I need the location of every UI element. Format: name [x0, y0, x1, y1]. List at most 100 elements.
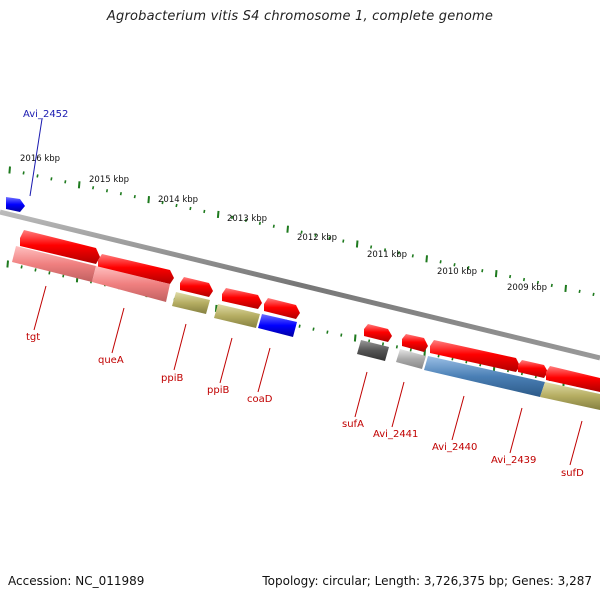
- leader-avi-2452: [29, 118, 43, 197]
- major-tick: [286, 225, 289, 233]
- minor-tick: [481, 269, 484, 273]
- feature-upper-7[interactable]: [402, 334, 428, 352]
- minor-tick: [509, 274, 512, 279]
- gene-label-tgt[interactable]: tgt: [26, 332, 40, 343]
- minor-tick: [258, 221, 261, 225]
- genome-backbone: [0, 209, 600, 361]
- minor-tick: [453, 263, 456, 267]
- feature-upper-2[interactable]: [98, 254, 174, 284]
- minor-tick: [395, 345, 398, 349]
- feature-upper-3[interactable]: [180, 277, 213, 297]
- feature-upper-6[interactable]: [364, 324, 392, 342]
- feature-upper-8[interactable]: [430, 340, 520, 372]
- gene-label-ppib-1[interactable]: ppiB: [161, 373, 183, 384]
- feature-upper-4[interactable]: [222, 288, 262, 309]
- minor-tick: [36, 174, 39, 178]
- minor-tick: [370, 245, 373, 249]
- leader-ppib-2: [219, 337, 233, 384]
- minor-tick: [244, 218, 248, 222]
- minor-tick: [467, 266, 470, 270]
- minor-tick: [189, 206, 192, 211]
- feature-upper-5[interactable]: [264, 298, 300, 319]
- minor-tick: [383, 248, 387, 252]
- major-tick: [214, 304, 218, 312]
- major-tick: [425, 255, 428, 263]
- scale-label-2010: 2010 kbp: [437, 267, 477, 277]
- major-tick: [564, 284, 567, 293]
- leader-quea: [111, 307, 125, 354]
- major-tick: [494, 270, 498, 278]
- minor-tick: [105, 189, 109, 193]
- minor-tick: [328, 236, 331, 240]
- minor-tick: [119, 192, 122, 196]
- minor-tick: [314, 233, 317, 237]
- leader-avi-2440: [451, 395, 465, 441]
- gene-label-quea[interactable]: queA: [98, 355, 124, 366]
- minor-tick: [340, 333, 343, 337]
- major-tick: [353, 334, 357, 342]
- feature-avi-2452[interactable]: [6, 197, 25, 212]
- minor-tick: [342, 239, 345, 243]
- minor-tick: [50, 177, 53, 181]
- leader-ppib-1: [173, 323, 187, 371]
- minor-tick: [312, 327, 315, 331]
- gene-label-avi-2439[interactable]: Avi_2439: [491, 455, 536, 466]
- major-tick: [147, 196, 150, 204]
- minor-tick: [536, 280, 539, 285]
- minor-tick: [298, 324, 301, 328]
- leader-avi-2441: [391, 381, 405, 428]
- minor-tick: [409, 348, 412, 352]
- scale-labels: 2016 kbp 2015 kbp 2014 kbp 2013 kbp 2012…: [20, 154, 547, 293]
- gene-labels: Avi_2452 tgt queA ppiB ppiB coaD sufA Av…: [23, 109, 584, 479]
- major-tick: [216, 210, 220, 218]
- feature-upper-9[interactable]: [518, 360, 548, 378]
- scale-label-2012: 2012 kbp: [297, 233, 337, 243]
- minor-tick: [272, 224, 275, 228]
- feature-lower-olive-1[interactable]: [172, 292, 210, 314]
- feature-upper-1[interactable]: [20, 230, 100, 264]
- minor-tick: [592, 292, 595, 297]
- map-title: Agrobacterium vitis S4 chromosome 1, com…: [106, 9, 494, 24]
- minor-tick: [300, 230, 303, 234]
- gene-label-sufd[interactable]: sufD: [561, 468, 584, 479]
- minor-tick: [203, 209, 206, 214]
- minor-tick: [381, 342, 385, 346]
- major-tick: [77, 181, 81, 189]
- feature-lower-quea-rna[interactable]: [92, 266, 170, 302]
- minor-tick: [20, 265, 23, 269]
- gene-label-avi-2440[interactable]: Avi_2440: [432, 442, 477, 453]
- gene-label-avi-2452[interactable]: Avi_2452: [23, 109, 68, 120]
- genome-summary-text: Topology: circular; Length: 3,726,375 bp…: [262, 574, 592, 588]
- minor-tick: [48, 271, 51, 275]
- leader-coad: [257, 347, 271, 393]
- minor-tick: [578, 289, 581, 294]
- minor-tick: [175, 203, 178, 208]
- scale-label-2015: 2015 kbp: [89, 175, 129, 185]
- minor-tick: [326, 330, 329, 334]
- gene-label-avi-2441[interactable]: Avi_2441: [373, 429, 418, 440]
- outer-scale-ticks: [8, 166, 595, 297]
- leader-avi-2439: [509, 407, 523, 454]
- gene-label-ppib-2[interactable]: ppiB: [207, 385, 229, 396]
- gene-label-sufa[interactable]: sufA: [342, 419, 364, 430]
- minor-tick: [522, 277, 526, 282]
- feature-lower-dark[interactable]: [357, 340, 389, 361]
- minor-tick: [161, 200, 164, 205]
- major-tick: [355, 240, 359, 248]
- feature-lower-tgt-rna[interactable]: [12, 246, 96, 282]
- major-tick: [6, 260, 9, 268]
- feature-lower-light[interactable]: [396, 349, 426, 369]
- feature-lower-blue[interactable]: [258, 314, 297, 337]
- minor-tick: [92, 186, 95, 190]
- feature-lower-olive-2[interactable]: [214, 304, 260, 328]
- feature-lower-steel[interactable]: [424, 356, 545, 397]
- minor-tick: [22, 171, 25, 175]
- accession-text: Accession: NC_011989: [8, 574, 145, 588]
- minor-tick: [439, 260, 442, 264]
- gene-label-coad[interactable]: coaD: [247, 394, 273, 405]
- leader-tgt: [33, 285, 47, 331]
- leader-sufd: [569, 420, 583, 466]
- feature-lower-olive-3[interactable]: [540, 382, 600, 410]
- feature-upper-10[interactable]: [546, 366, 600, 392]
